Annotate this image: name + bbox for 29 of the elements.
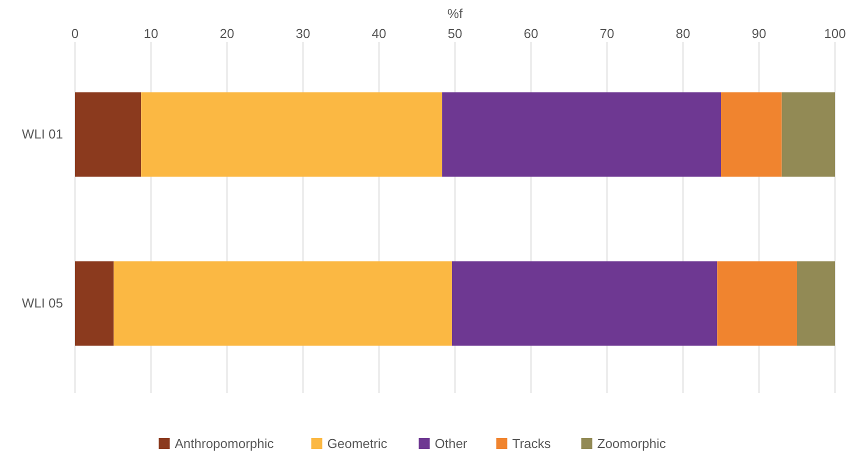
legend-label: Anthropomorphic bbox=[174, 436, 274, 451]
bar bbox=[797, 261, 835, 346]
bar bbox=[75, 92, 142, 177]
x-tick-label: 50 bbox=[448, 26, 462, 41]
bar bbox=[717, 261, 797, 346]
x-tick-label: 10 bbox=[144, 26, 158, 41]
x-tick-label: 20 bbox=[220, 26, 234, 41]
legend-label: Geometric bbox=[327, 436, 388, 451]
bar bbox=[114, 261, 452, 346]
bar bbox=[782, 92, 835, 177]
bar bbox=[75, 261, 114, 346]
x-tick-label: 80 bbox=[676, 26, 690, 41]
y-tick-label: WLI 05 bbox=[22, 296, 63, 310]
bar bbox=[452, 261, 718, 346]
x-axis-title: %f bbox=[447, 6, 463, 21]
bar bbox=[721, 92, 782, 177]
bar bbox=[442, 92, 721, 177]
legend-label: Tracks bbox=[512, 436, 552, 451]
x-tick-label: 90 bbox=[752, 26, 766, 41]
x-tick-label: 40 bbox=[372, 26, 386, 41]
x-tick-label: 100 bbox=[824, 26, 846, 41]
legend-label: Zoomorphic bbox=[597, 436, 666, 451]
x-tick-label: 0 bbox=[71, 26, 79, 41]
x-tick-label: 30 bbox=[296, 26, 310, 41]
bar bbox=[141, 92, 442, 177]
legend-label: Other bbox=[434, 436, 468, 451]
y-tick-label: WLI 01 bbox=[22, 126, 63, 142]
x-tick-label: 70 bbox=[600, 26, 614, 41]
x-tick-label: 60 bbox=[524, 26, 538, 41]
